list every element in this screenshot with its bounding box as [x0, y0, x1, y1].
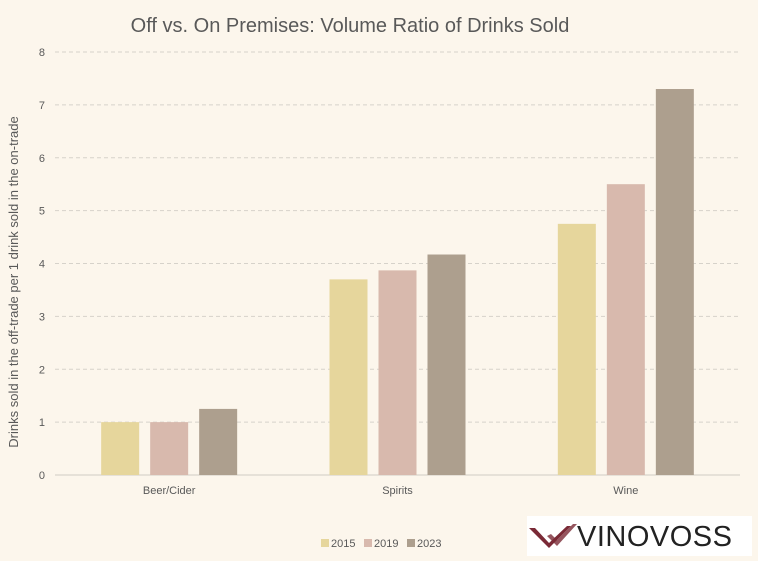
- x-tick-label: Wine: [613, 485, 638, 497]
- y-tick-label: 8: [39, 47, 45, 59]
- bar-wine-2023: [655, 89, 694, 475]
- legend-swatch-2023: [407, 539, 415, 547]
- x-tick-label: Beer/Cider: [143, 485, 196, 497]
- bar-spirits-2015: [329, 279, 368, 475]
- bar-beer-cider-2023: [199, 408, 238, 475]
- vinovoss-logo: VINOVOSS: [527, 516, 752, 556]
- svg-text:VINOVOSS: VINOVOSS: [577, 521, 733, 553]
- y-tick-label: 3: [39, 311, 45, 323]
- bar-spirits-2019: [378, 270, 417, 475]
- y-tick-label: 6: [39, 153, 45, 165]
- y-tick-label: 5: [39, 206, 45, 218]
- chart-title: Off vs. On Premises: Volume Ratio of Dri…: [131, 15, 570, 37]
- legend-swatch-2019: [364, 539, 372, 547]
- y-tick-label: 2: [39, 364, 45, 376]
- x-tick-label: Spirits: [382, 485, 413, 497]
- bar-beer-cider-2019: [150, 422, 189, 475]
- bar-beer-cider-2015: [101, 422, 140, 475]
- legend-label-2015: 2015: [331, 538, 355, 550]
- legend-label-2023: 2023: [417, 538, 441, 550]
- bar-wine-2015: [557, 223, 596, 475]
- bar-wine-2019: [606, 184, 645, 475]
- bar-spirits-2023: [427, 254, 466, 475]
- legend-label-2019: 2019: [374, 538, 398, 550]
- legend-swatch-2015: [321, 539, 329, 547]
- y-axis-label: Drinks sold in the off-trade per 1 drink…: [6, 116, 21, 447]
- y-tick-label: 1: [39, 417, 45, 429]
- y-tick-label: 4: [39, 259, 45, 271]
- y-tick-label: 0: [39, 470, 45, 482]
- y-tick-label: 7: [39, 100, 45, 112]
